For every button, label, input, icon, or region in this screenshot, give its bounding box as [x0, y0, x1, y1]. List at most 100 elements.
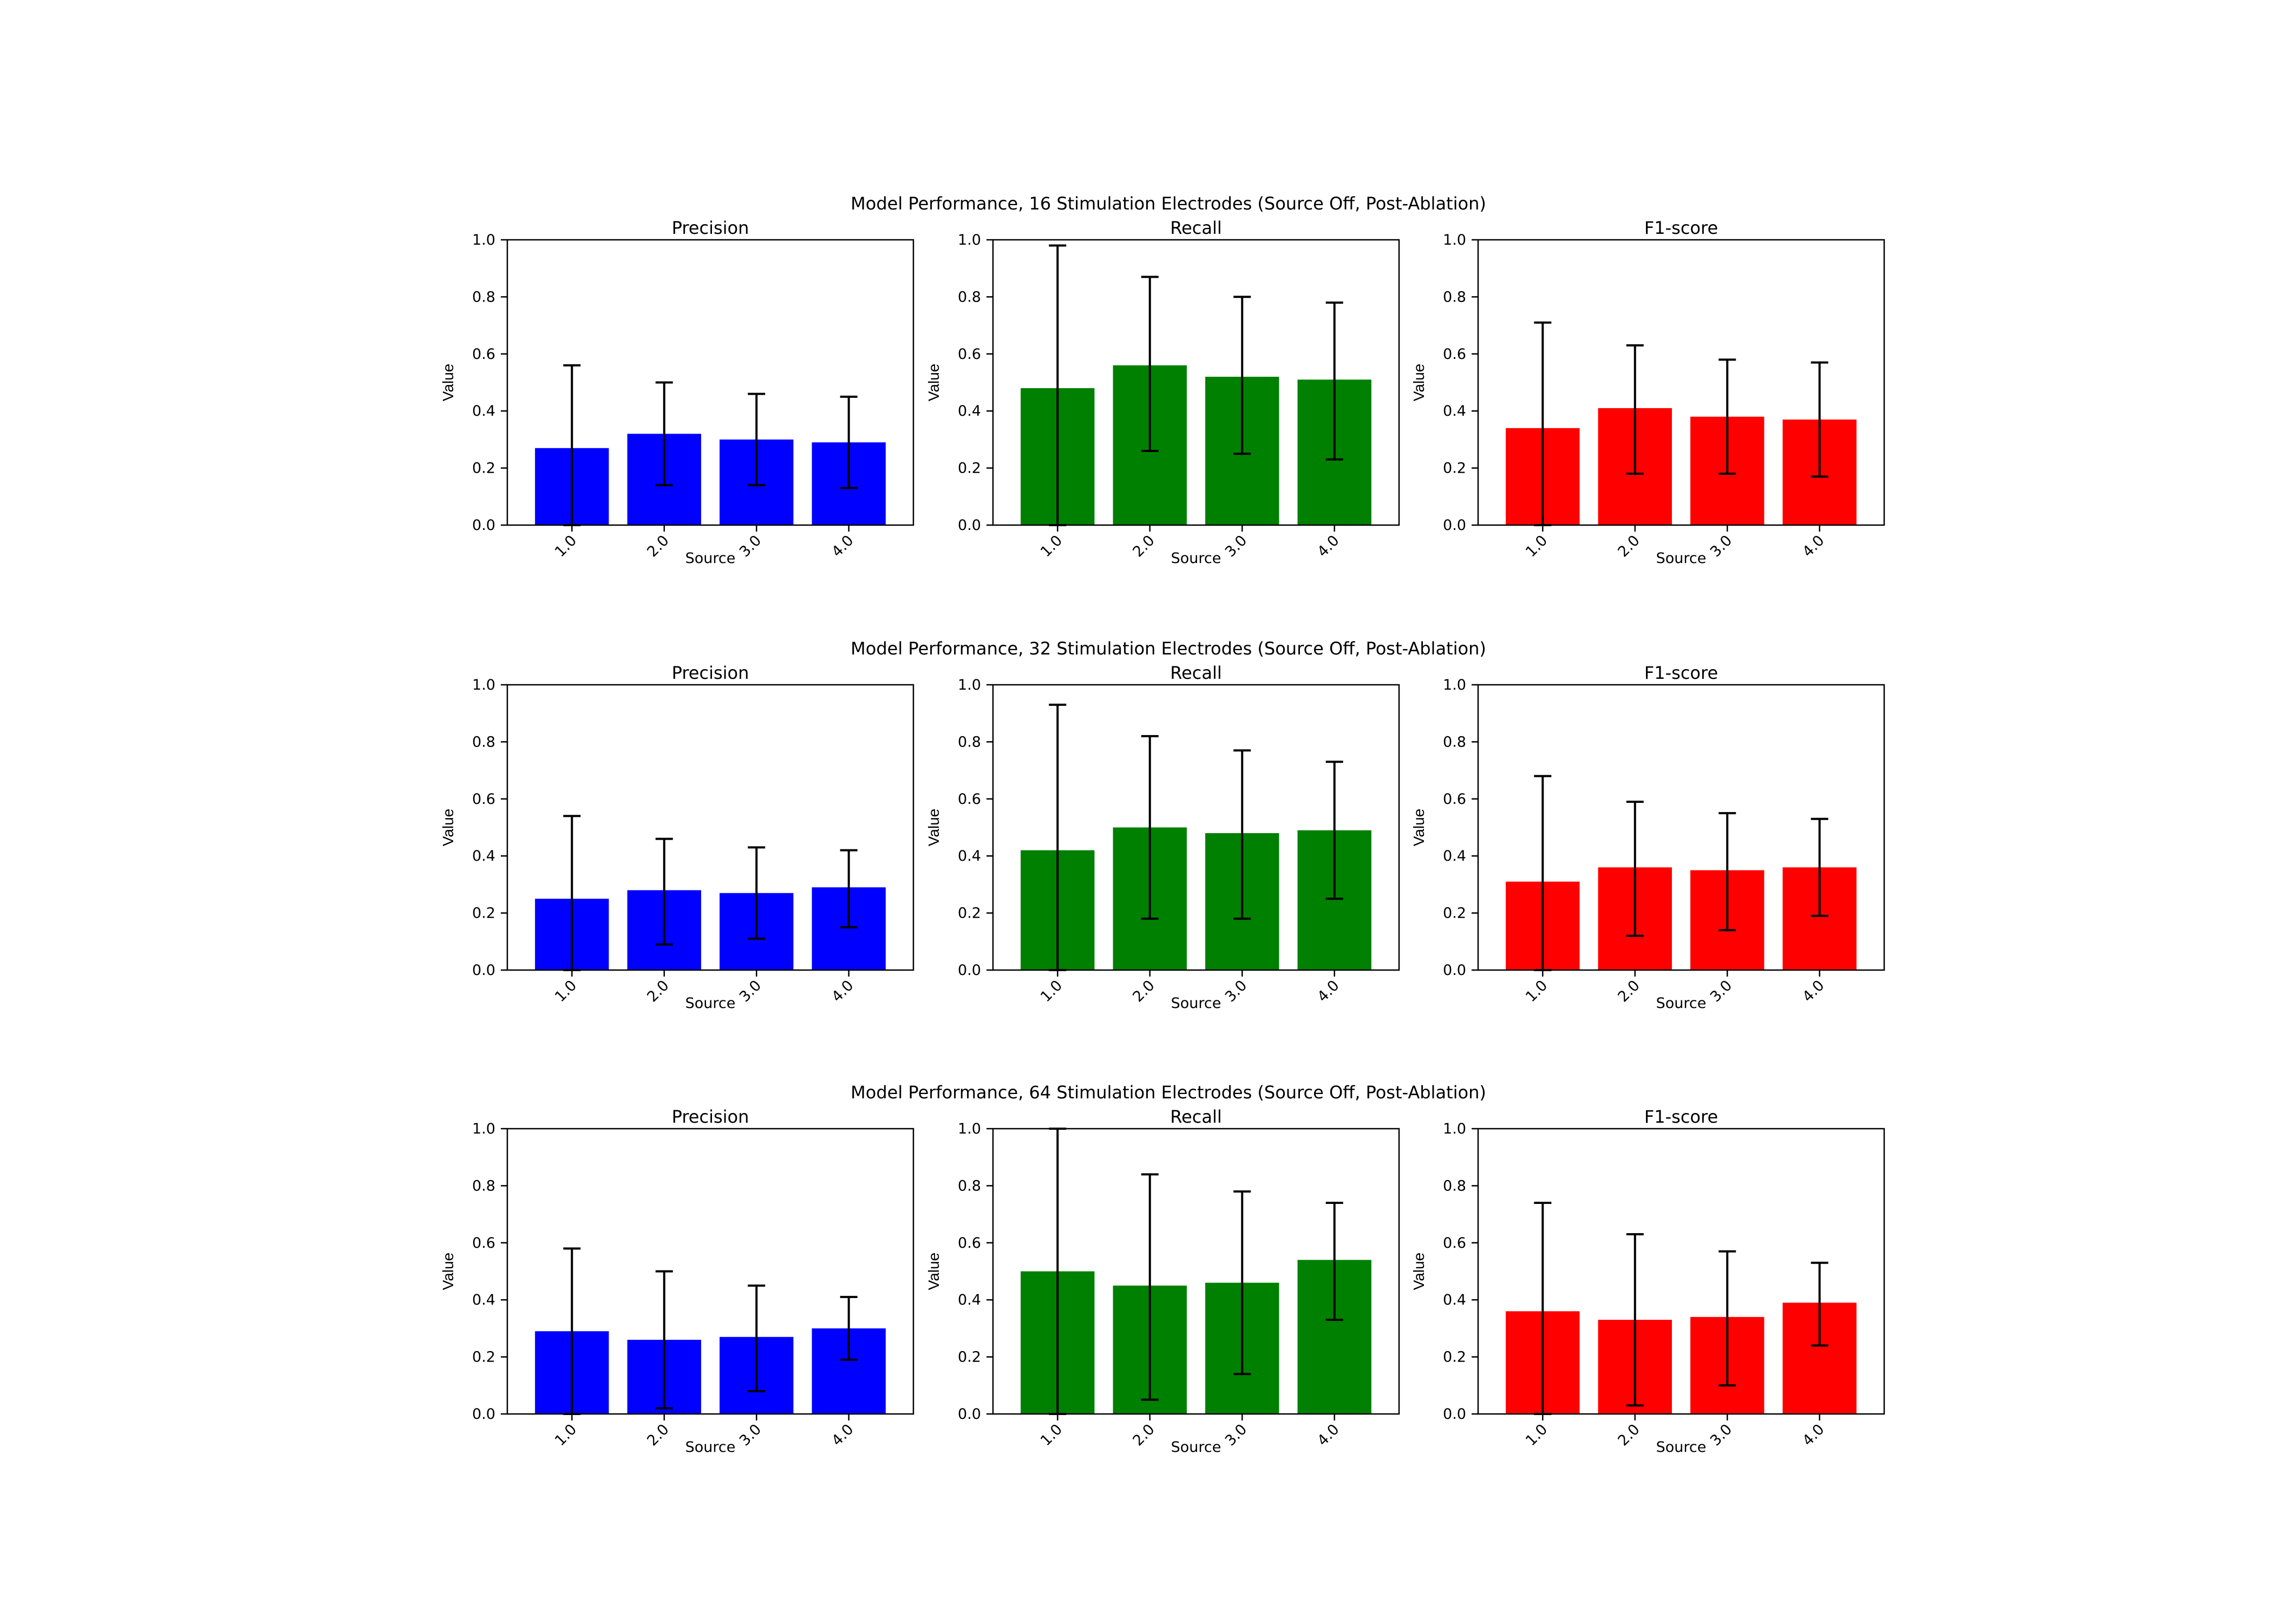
- x-tick-label: 1.0: [1037, 977, 1066, 1005]
- x-tick-label: 2.0: [644, 977, 672, 1005]
- y-tick-label: 0.2: [472, 1349, 495, 1366]
- x-tick-label: 3.0: [736, 1421, 764, 1449]
- subplot-title: Recall: [1170, 218, 1221, 238]
- axes-frame: [992, 684, 1400, 971]
- subplot-title: Recall: [1170, 663, 1221, 683]
- x-tick-label: 4.0: [828, 1421, 857, 1449]
- x-tick-label: 1.0: [1522, 977, 1551, 1005]
- x-tick-label: 3.0: [1222, 1421, 1250, 1449]
- x-tick-label: 2.0: [1615, 977, 1643, 1005]
- y-tick-label: 0.0: [472, 517, 495, 534]
- x-tick-label: 3.0: [1222, 532, 1250, 560]
- subplot-title: F1-score: [1644, 218, 1718, 238]
- y-tick-label: 0.8: [472, 1177, 495, 1194]
- x-tick-label: 2.0: [644, 532, 672, 560]
- y-tick-label: 0.6: [1443, 346, 1466, 363]
- y-tick-label: 0.8: [472, 289, 495, 305]
- y-tick-label: 0.8: [958, 289, 981, 305]
- x-axis-label: Source: [685, 995, 736, 1012]
- y-tick-label: 0.4: [1443, 403, 1466, 420]
- y-tick-label: 0.6: [958, 1235, 981, 1252]
- x-axis-label: Source: [1656, 1439, 1707, 1456]
- y-axis-label: Value: [1410, 809, 1427, 847]
- axes-frame: [506, 1128, 914, 1415]
- x-tick-label: 1.0: [552, 977, 580, 1005]
- x-tick-label: 4.0: [1799, 1421, 1827, 1449]
- x-tick-label: 2.0: [1129, 1421, 1158, 1449]
- y-tick-label: 0.2: [472, 460, 495, 477]
- y-tick-label: 1.0: [958, 677, 981, 693]
- row-title: Model Performance, 16 Stimulation Electr…: [851, 193, 1486, 214]
- x-tick-label: 2.0: [1129, 532, 1158, 560]
- y-tick-label: 0.4: [958, 848, 981, 865]
- y-tick-label: 0.2: [958, 460, 981, 477]
- x-tick-label: 4.0: [1314, 1421, 1342, 1449]
- x-tick-label: 3.0: [736, 532, 764, 560]
- x-axis-label: Source: [1171, 550, 1221, 567]
- y-tick-label: 0.6: [472, 1235, 495, 1252]
- y-tick-label: 0.4: [1443, 1292, 1466, 1308]
- x-tick-label: 3.0: [736, 977, 764, 1005]
- x-tick-label: 3.0: [1222, 977, 1250, 1005]
- y-tick-label: 1.0: [472, 677, 495, 693]
- y-tick-label: 0.4: [958, 403, 981, 420]
- subplot-title: Precision: [672, 1106, 749, 1127]
- y-tick-label: 0.8: [1443, 1177, 1466, 1194]
- y-tick-label: 0.4: [472, 403, 495, 420]
- x-tick-label: 1.0: [1522, 532, 1551, 560]
- axes-frame: [992, 1128, 1400, 1415]
- y-tick-label: 0.4: [958, 1292, 981, 1308]
- subplot-title: F1-score: [1644, 663, 1718, 683]
- subplot-title: Precision: [672, 663, 749, 683]
- y-tick-label: 0.6: [958, 791, 981, 808]
- y-tick-label: 0.4: [1443, 848, 1466, 865]
- axes-frame: [1477, 1128, 1885, 1415]
- x-tick-label: 3.0: [1707, 977, 1735, 1005]
- row-title: Model Performance, 64 Stimulation Electr…: [851, 1082, 1486, 1103]
- x-axis-label: Source: [1171, 1439, 1221, 1456]
- y-axis-label: Value: [1410, 1253, 1427, 1291]
- y-tick-label: 0.0: [1443, 962, 1466, 979]
- x-tick-label: 4.0: [1799, 977, 1827, 1005]
- x-tick-label: 2.0: [1615, 532, 1643, 560]
- axes-frame: [506, 684, 914, 971]
- y-tick-label: 1.0: [472, 1121, 495, 1137]
- y-tick-label: 0.8: [1443, 289, 1466, 305]
- y-tick-label: 0.8: [958, 1177, 981, 1194]
- x-tick-label: 4.0: [1314, 977, 1342, 1005]
- y-tick-label: 0.2: [472, 905, 495, 922]
- y-tick-label: 0.4: [472, 848, 495, 865]
- x-tick-label: 1.0: [552, 532, 580, 560]
- y-tick-label: 0.6: [958, 346, 981, 363]
- y-tick-label: 0.0: [958, 1406, 981, 1423]
- axes-frame: [992, 239, 1400, 526]
- y-tick-label: 0.0: [958, 517, 981, 534]
- x-axis-label: Source: [685, 1439, 736, 1456]
- y-tick-label: 0.0: [1443, 1406, 1466, 1423]
- y-tick-label: 1.0: [1443, 1121, 1466, 1137]
- y-tick-label: 0.4: [472, 1292, 495, 1308]
- y-tick-label: 0.2: [958, 1349, 981, 1366]
- y-tick-label: 0.6: [1443, 791, 1466, 808]
- y-tick-label: 0.0: [1443, 517, 1466, 534]
- subplot-title: Precision: [672, 218, 749, 238]
- subplot-title: Recall: [1170, 1106, 1221, 1127]
- y-tick-label: 0.0: [472, 962, 495, 979]
- y-tick-label: 0.2: [1443, 1349, 1466, 1366]
- y-tick-label: 0.0: [472, 1406, 495, 1423]
- y-tick-label: 0.6: [1443, 1235, 1466, 1252]
- y-tick-label: 1.0: [1443, 677, 1466, 693]
- x-tick-label: 4.0: [828, 532, 857, 560]
- y-tick-label: 0.2: [958, 905, 981, 922]
- y-axis-label: Value: [1410, 364, 1427, 402]
- x-axis-label: Source: [1656, 995, 1707, 1012]
- x-tick-label: 1.0: [1037, 1421, 1066, 1449]
- y-tick-label: 0.8: [472, 734, 495, 750]
- x-tick-label: 2.0: [1615, 1421, 1643, 1449]
- y-tick-label: 0.2: [1443, 905, 1466, 922]
- axes-frame: [506, 239, 914, 526]
- row-title: Model Performance, 32 Stimulation Electr…: [851, 638, 1486, 659]
- y-tick-label: 0.8: [958, 734, 981, 750]
- y-axis-label: Value: [440, 364, 456, 402]
